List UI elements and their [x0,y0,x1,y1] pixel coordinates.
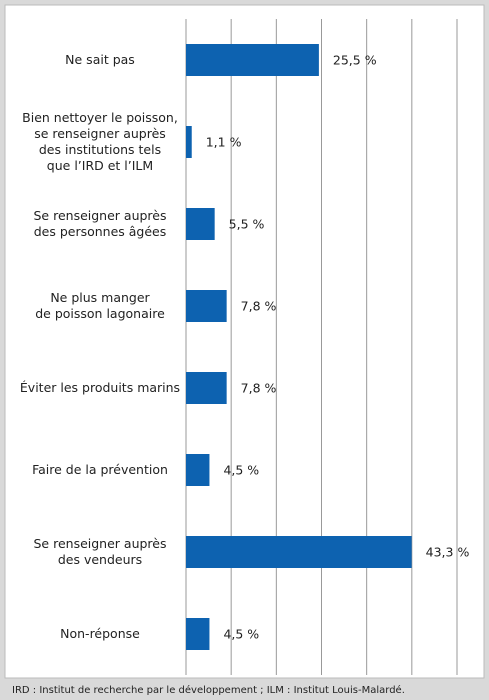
category-label-line: Bien nettoyer le poisson, [22,110,178,125]
category-label-line: des institutions tels [39,142,161,157]
value-label: 1,1 % [206,135,242,150]
bar [186,126,192,158]
bar [186,290,227,322]
value-label: 4,5 % [223,627,259,642]
value-label: 7,8 % [241,299,277,314]
bar [186,372,227,404]
footnote: IRD : Institut de recherche par le dével… [12,684,405,696]
category-label-line: Se renseigner auprès [34,208,167,223]
bar [186,208,215,240]
bar [186,454,210,486]
value-label: 4,5 % [223,463,259,478]
value-label: 25,5 % [333,53,377,68]
category-label: Faire de la prévention [32,462,168,477]
category-label-line: Ne plus manger [50,290,150,305]
category-label: Éviter les produits marins [20,380,180,395]
category-label-line: de poisson lagonaire [35,306,165,321]
bar [186,618,210,650]
bar [186,536,412,568]
category-label-line: que l’IRD et l’ILM [47,158,153,173]
category-label: Se renseigner auprès des vendeurs [34,536,167,567]
category-label-line: Faire de la prévention [32,462,168,477]
category-label: Ne sait pas [65,52,135,67]
category-label-line: se renseigner auprès [34,126,166,141]
category-label-line: Éviter les produits marins [20,380,180,395]
category-label: Non-réponse [60,626,140,641]
category-label-line: des personnes âgées [34,224,167,239]
category-label-line: des vendeurs [58,552,142,567]
value-label: 5,5 % [229,217,265,232]
category-label: Bien nettoyer le poisson, se renseigner a… [22,110,178,173]
value-label: 43,3 % [426,545,470,560]
category-label-line: Ne sait pas [65,52,135,67]
category-label: Ne plus manger de poisson lagonaire [35,290,165,321]
category-label: Se renseigner auprès des personnes âgées [34,208,167,239]
category-label-line: Non-réponse [60,626,140,641]
bar [186,44,319,76]
value-label: 7,8 % [241,381,277,396]
category-label-line: Se renseigner auprès [34,536,167,551]
